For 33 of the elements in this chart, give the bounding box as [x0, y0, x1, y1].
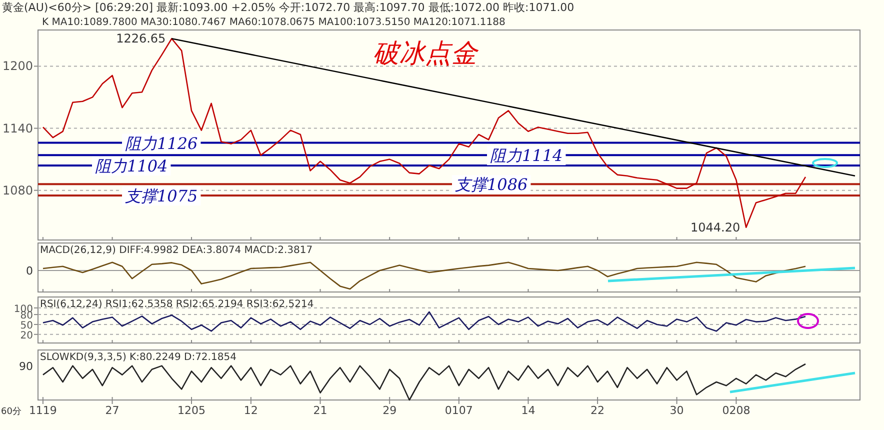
- x-tick-label: 22: [590, 404, 605, 417]
- chart-title: SLOWKD(9,3,3,5) K:80.2249 D:72.1854: [40, 352, 236, 363]
- annotation: 1044.20: [690, 220, 740, 234]
- chart-title: 破冰点金: [373, 39, 479, 69]
- ref-line-label: 阻力1126: [125, 134, 198, 153]
- y-tick-label: 1200: [2, 59, 33, 74]
- ref-line-label: 支撑1086: [455, 175, 528, 194]
- y-tick-label: 50: [20, 320, 33, 332]
- x-tick-label: 30: [670, 404, 684, 417]
- y-tick-label: 1140: [2, 121, 33, 136]
- text: K MA10:1089.7800 MA30:1080.7467 MA60:1078.0675 MA100:1073.5150 MA120:1071.1188: [42, 17, 506, 28]
- x-tick-label: 1205: [178, 404, 206, 417]
- y-tick-label: 1080: [2, 183, 33, 198]
- ref-line-label: 阻力1104: [95, 156, 168, 176]
- ref-line-label: 支撑1075: [125, 186, 198, 206]
- annotation: 1226.65: [116, 32, 166, 46]
- ref-line-label: 阻力1114: [490, 146, 563, 166]
- chart-title: RSI(6,12,24) RSI1:62.5358 RSI2:65.2194 RSI3:62.5214: [40, 299, 314, 310]
- chart-subtitle: 黄金(AU)<60分> [06:29:20] 最新:1093.00 +2.05% 今开:1072.70 最高:1097.70 最低:1072.00 昨收:1071.00: [2, 1, 574, 14]
- x-tick-label: 21: [313, 404, 328, 417]
- x-tick-label: 0107: [444, 404, 473, 417]
- x-tick-label: 0208: [722, 404, 750, 417]
- chart-title: MACD(26,12,9) DIFF:4.9982 DEA:3.8074 MACD:2.3817: [40, 245, 313, 256]
- x-tick-label: 12: [244, 404, 258, 417]
- x-tick-label: 29: [382, 404, 397, 417]
- y-tick-label: 80: [20, 310, 33, 322]
- text: 0: [26, 264, 33, 278]
- x-tick-label: 27: [105, 404, 120, 417]
- y-tick-label: 20: [20, 330, 33, 342]
- x-tick-label: 1119: [28, 404, 57, 417]
- x-tick-label: 14: [521, 404, 536, 417]
- text: 90: [19, 360, 33, 373]
- text: 60分: [1, 406, 22, 417]
